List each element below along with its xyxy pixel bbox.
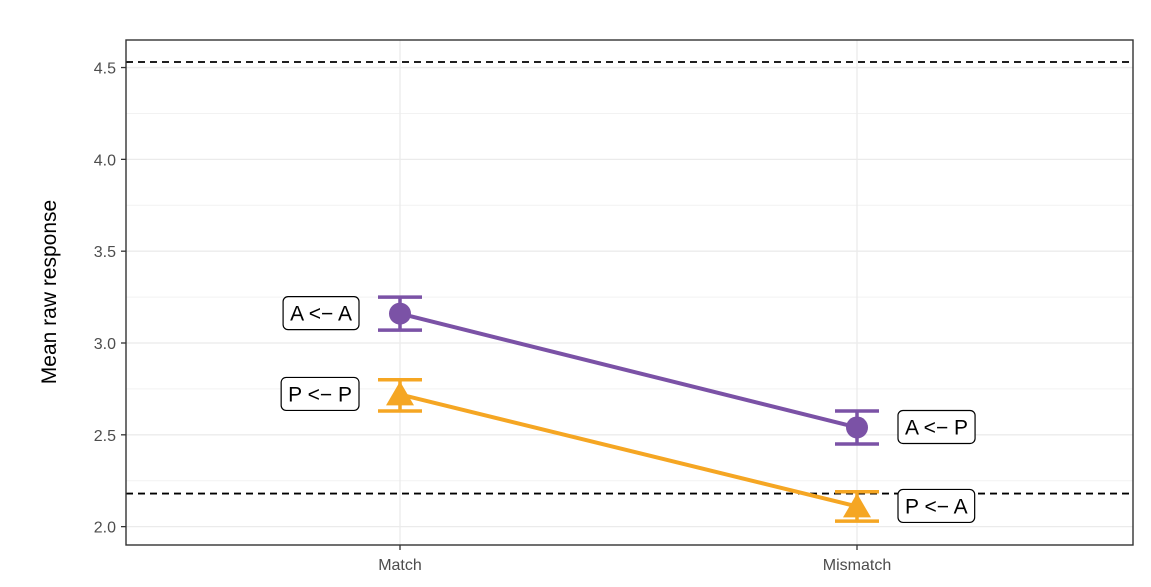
point-label-box: [897, 488, 976, 524]
series-layer: [378, 295, 879, 523]
point-label-orange: P <− A: [897, 488, 976, 524]
point-label-box: [282, 296, 360, 331]
point-label-text: A <− P: [905, 416, 968, 439]
point-label-text: P <− A: [905, 495, 968, 518]
y-tick-label: 2.5: [94, 428, 116, 445]
x-tick-label: Match: [378, 557, 422, 574]
y-tick-label: 4.0: [94, 152, 116, 169]
data-point-purple: [846, 416, 868, 439]
x-tick-label: Mismatch: [823, 557, 891, 574]
point-labels: A <− A A <− P P <− P P <− A: [280, 296, 976, 524]
panel-background: [126, 40, 1133, 545]
y-tick-label: 4.5: [94, 61, 116, 78]
y-axis-title: Mean raw response: [38, 200, 61, 384]
data-point-orange: [843, 493, 871, 518]
point-label-box: [897, 409, 976, 445]
data-point-orange: [386, 381, 414, 406]
series-line-orange: [399, 392, 858, 509]
series-line-purple: [399, 311, 858, 430]
y-tick-label: 3.0: [94, 336, 116, 353]
y-tick-label: 3.5: [94, 244, 116, 261]
point-label-text: P <− P: [288, 383, 352, 406]
point-label-purple: A <− P: [897, 409, 976, 445]
y-tick-label: 2.0: [94, 520, 116, 537]
point-label-box: [280, 376, 360, 412]
point-label-orange: P <− P: [280, 376, 360, 412]
point-label-purple: A <− A: [282, 296, 360, 331]
point-label-text: A <− A: [290, 303, 352, 326]
axis-layer: 2.0 2.5 3.0 3.5 4.0 4.5 Match Mismatch: [94, 61, 891, 574]
panel-border: [125, 39, 1134, 546]
data-point-purple: [389, 302, 411, 325]
